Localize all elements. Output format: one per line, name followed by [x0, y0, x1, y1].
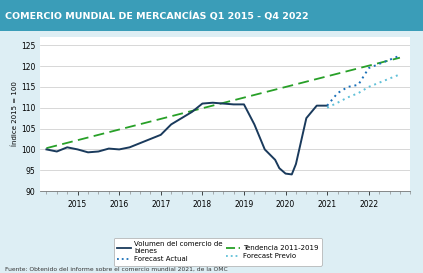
Text: Fuente: Obtenido del informe sobre el comercio mundial 2021, de la OMC: Fuente: Obtenido del informe sobre el co…: [5, 267, 228, 272]
Y-axis label: Índice 2015 = 100: Índice 2015 = 100: [11, 82, 18, 146]
Text: COMERCIO MUNDIAL DE MERCANCÍAS Q1 2015 - Q4 2022: COMERCIO MUNDIAL DE MERCANCÍAS Q1 2015 -…: [5, 11, 309, 21]
Legend: Volumen del comercio de
bienes, Forecast Actual, Tendencia 2011-2019, Forecast P: Volumen del comercio de bienes, Forecast…: [114, 238, 322, 266]
